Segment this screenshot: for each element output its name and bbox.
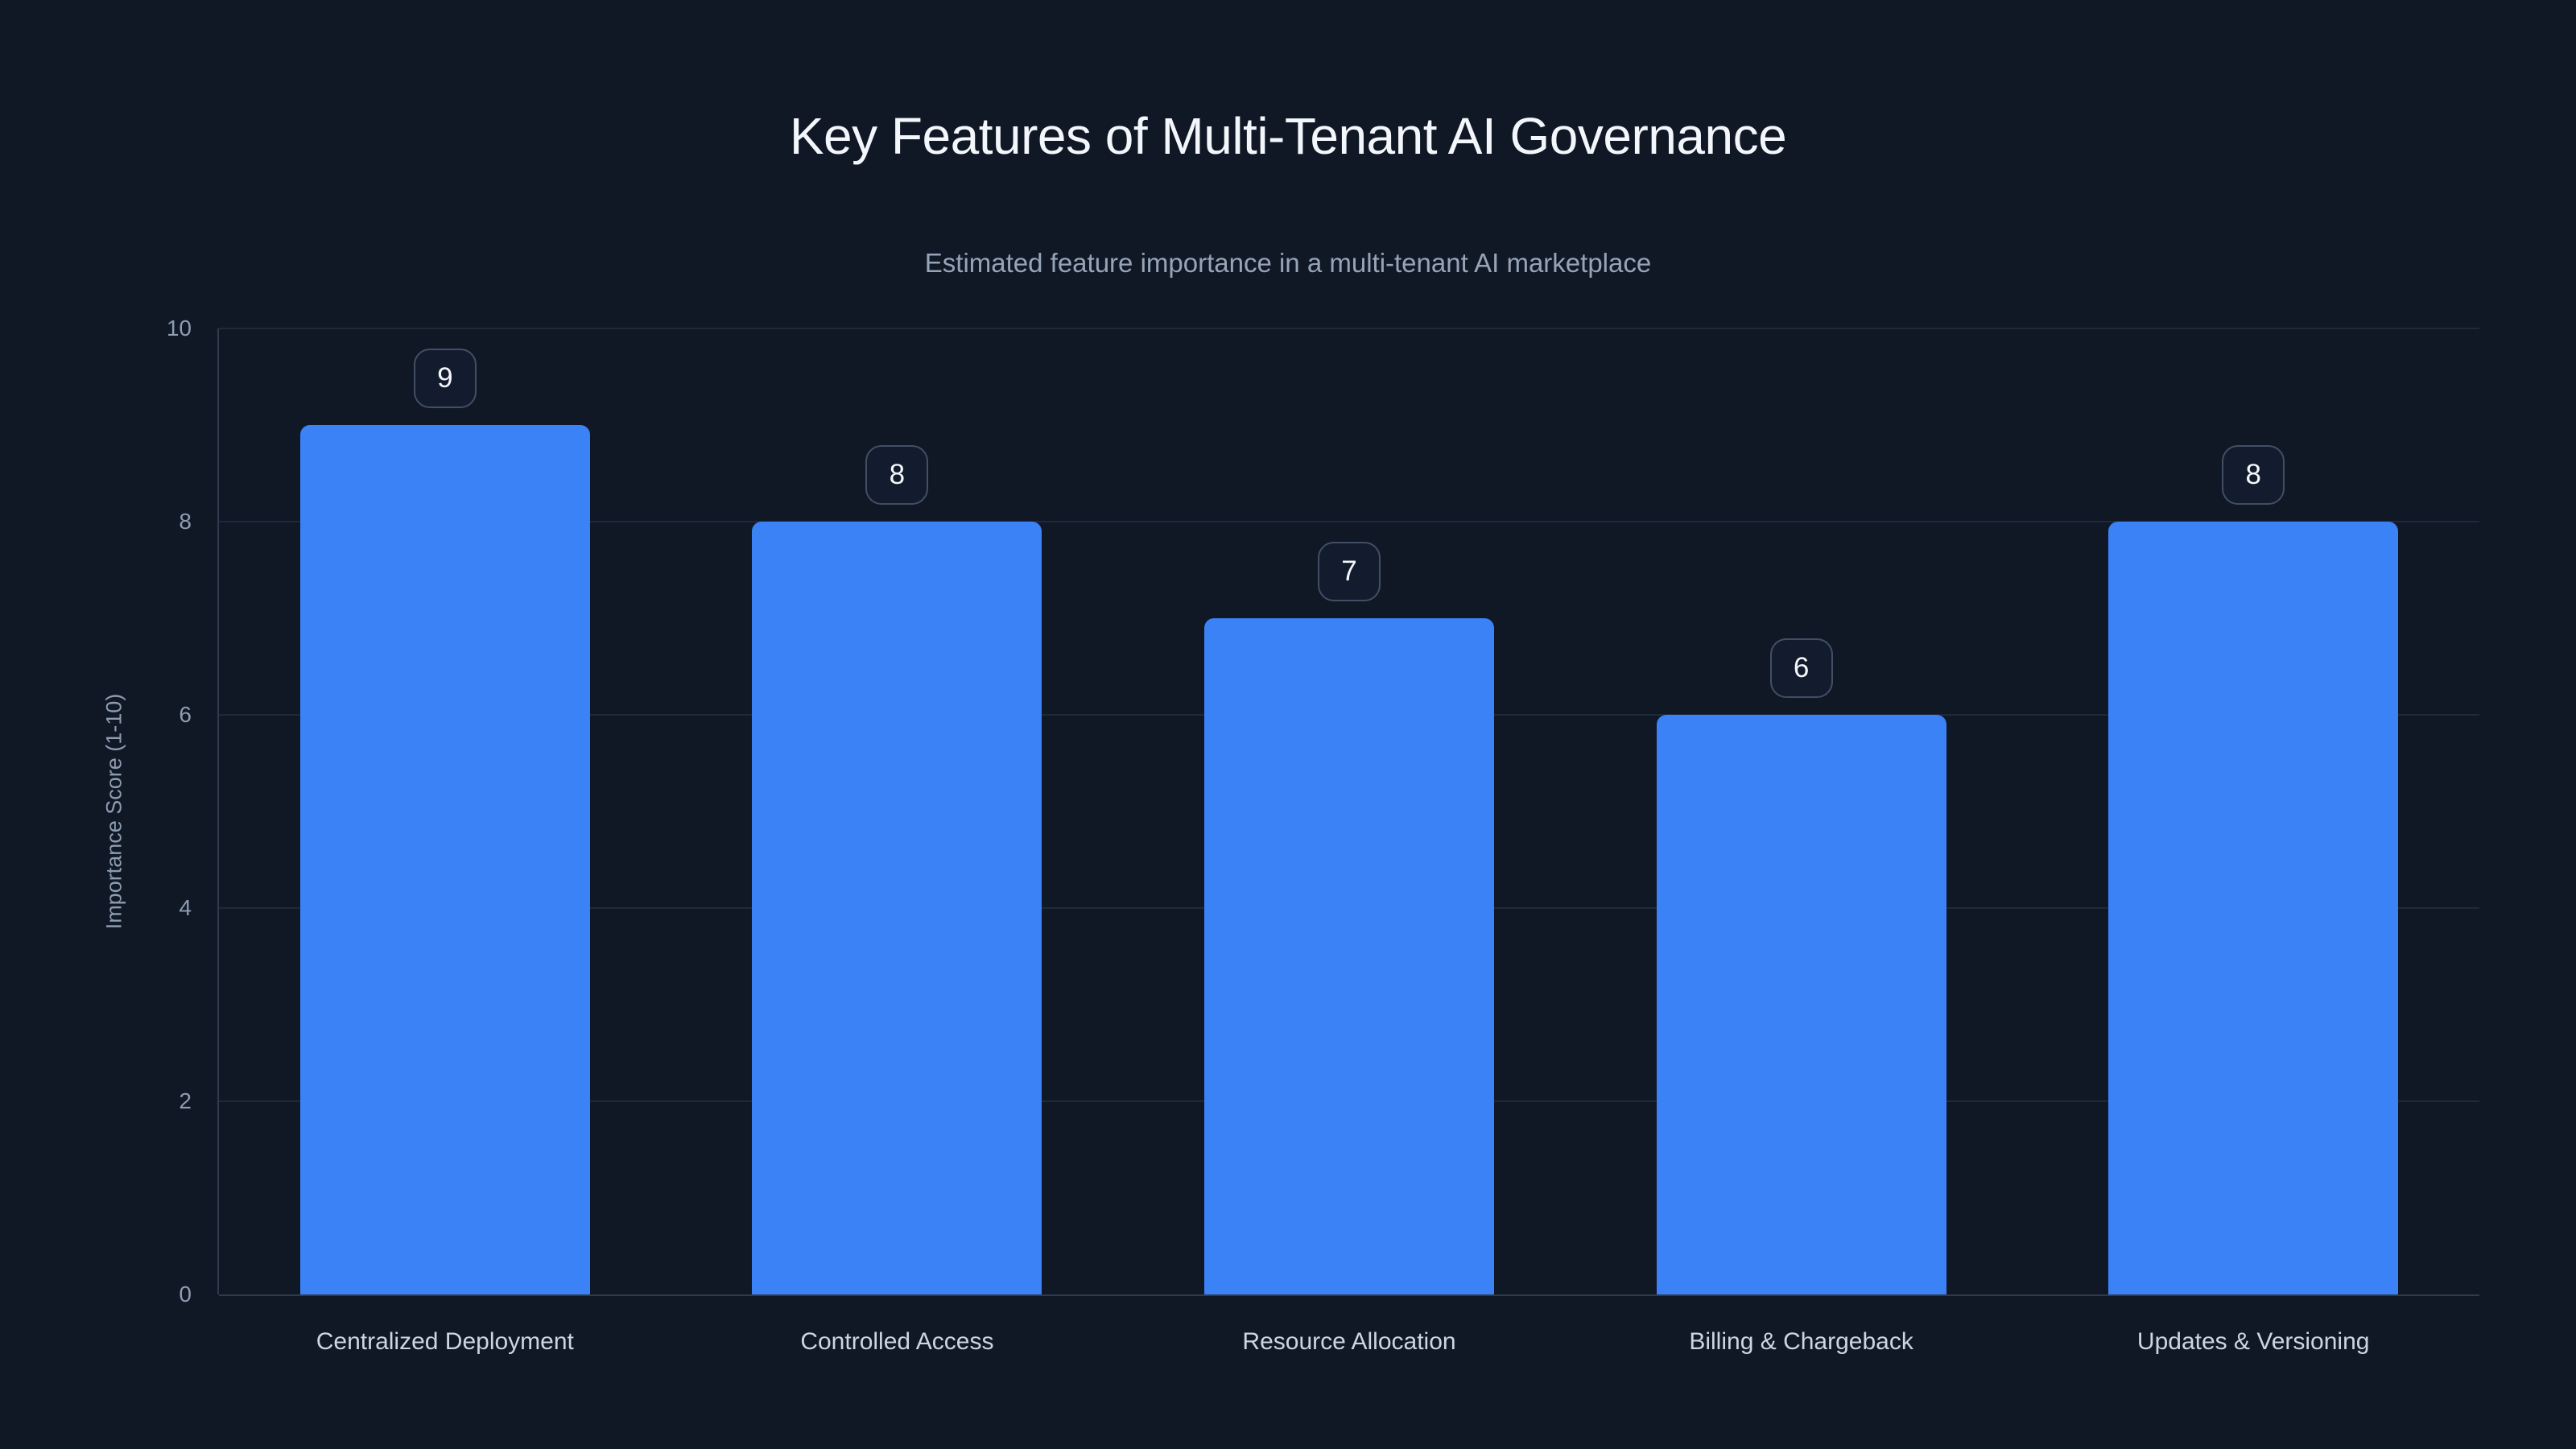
value-badge-3: 6: [1769, 638, 1833, 698]
bar-0: [299, 425, 590, 1294]
bar-1: [752, 522, 1042, 1294]
y-tick-label-4: 4: [179, 895, 192, 920]
x-category-label-1: Controlled Access: [800, 1328, 994, 1355]
value-badge-4: 8: [2222, 445, 2285, 505]
chart-title: Key Features of Multi-Tenant AI Governan…: [789, 107, 1787, 165]
y-tick-label-10: 10: [166, 316, 192, 341]
x-category-label-3: Billing & Chargeback: [1689, 1328, 1913, 1355]
plot-area: 9 Centralized Deployment 8 Controlled Acces…: [217, 328, 2479, 1355]
bar-3: [1656, 715, 1946, 1294]
chart-subtitle: Estimated feature importance in a multi-…: [924, 248, 1652, 278]
y-tick-label-2: 2: [179, 1088, 192, 1113]
y-tick-label-6: 6: [179, 702, 192, 727]
x-axis-line: [219, 1294, 2479, 1296]
value-badge-1: 8: [865, 445, 929, 505]
x-category-label-2: Resource Allocation: [1242, 1328, 1456, 1355]
x-category-label-0: Centralized Deployment: [316, 1328, 574, 1355]
y-axis-line: [217, 328, 219, 1294]
value-badge-0: 9: [413, 349, 477, 408]
value-badge-2: 7: [1318, 542, 1381, 601]
y-tick-label-0: 0: [179, 1282, 192, 1307]
y-axis-tick-labels: 0 2 4 6 8 10: [0, 316, 192, 1307]
y-tick-label-8: 8: [179, 509, 192, 534]
bar-2: [1204, 618, 1494, 1294]
bar-4: [2108, 522, 2399, 1294]
gridline-y-8: [219, 521, 2479, 522]
x-category-label-4: Updates & Versioning: [2136, 1328, 2370, 1355]
gridline-y-10: [219, 328, 2479, 329]
